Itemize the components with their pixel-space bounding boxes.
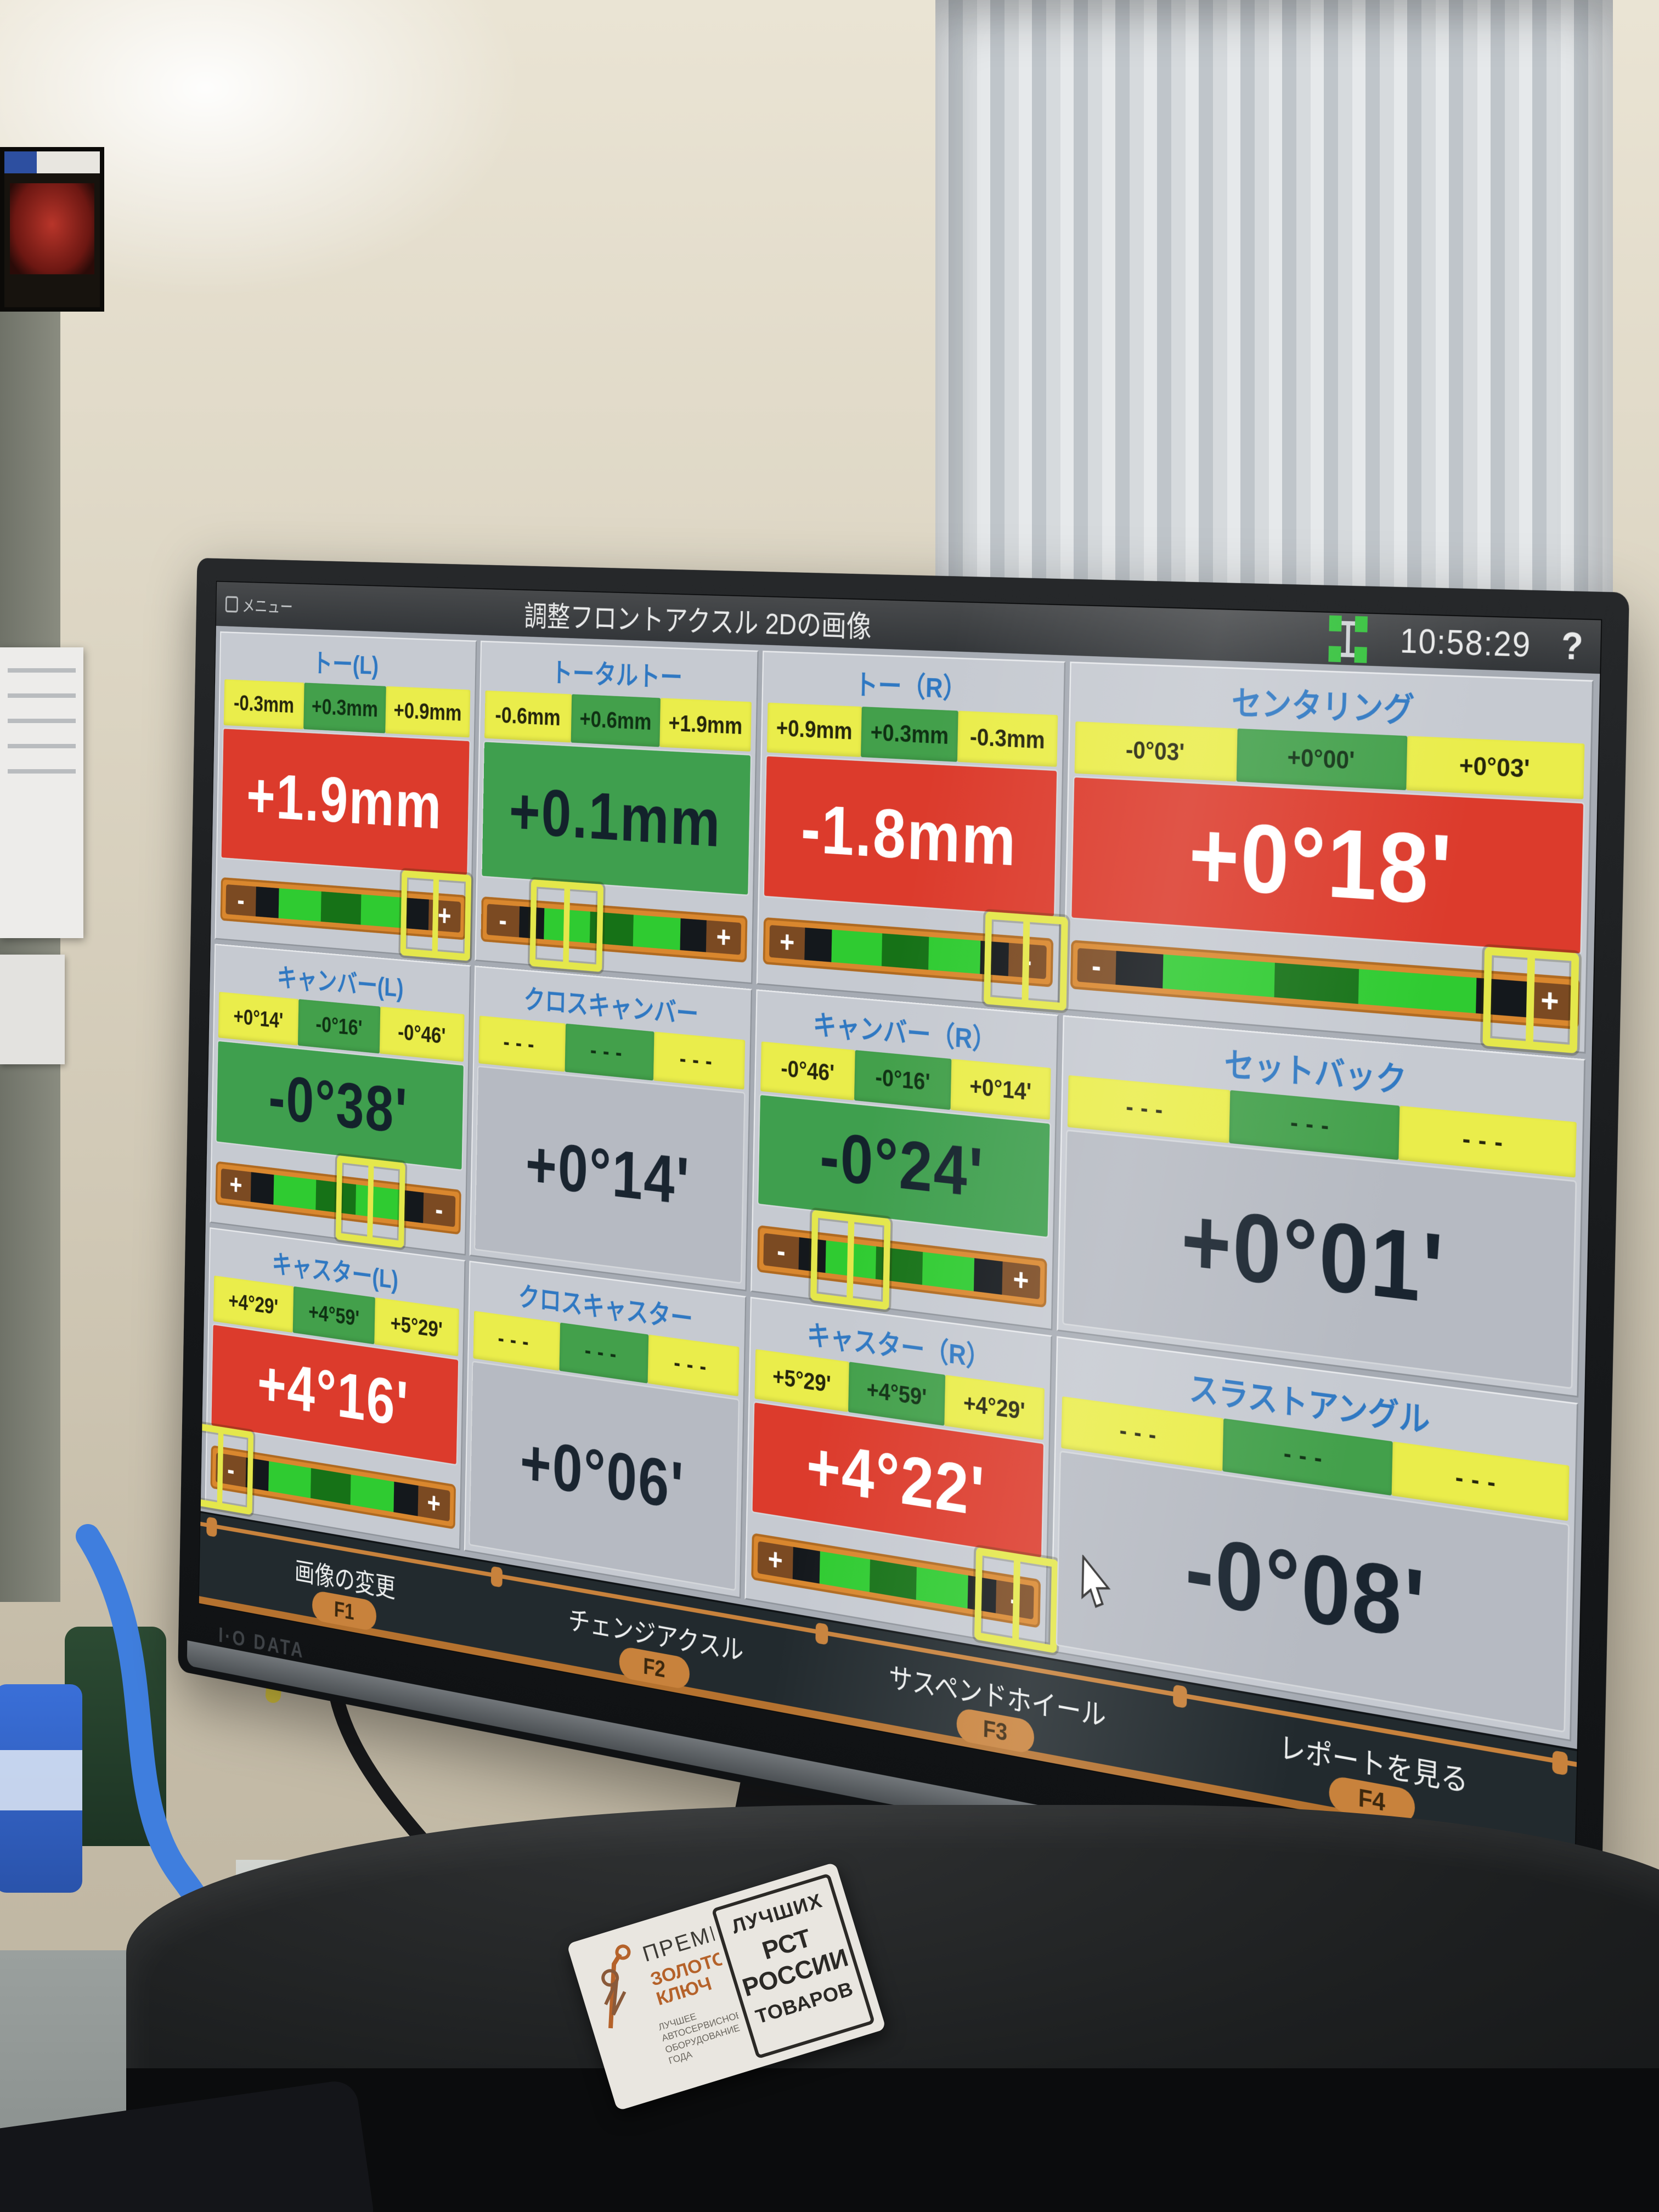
- wheel-rear-left: [1328, 646, 1341, 662]
- spec-min: -0.3mm: [223, 679, 304, 730]
- position-indicator: [198, 1421, 254, 1515]
- wall-document-small: [0, 955, 65, 1064]
- measurement-value: -1.8mm: [763, 754, 1058, 918]
- help-button[interactable]: ?: [1561, 624, 1584, 668]
- page-title: 調整フロントアクスル 2Dの画像: [523, 600, 872, 644]
- spec-min: +0°14': [218, 991, 299, 1046]
- bar-minus-plus-right: -: [422, 1193, 456, 1227]
- cabinet-front: [126, 2068, 1659, 2212]
- menu-button[interactable]: メニュー: [225, 592, 294, 618]
- bar-minus-plus-left: +: [221, 1169, 251, 1202]
- position-indicator: [1482, 946, 1579, 1053]
- spec-min: +0.9mm: [766, 702, 862, 757]
- spec-target: ---: [565, 1023, 654, 1081]
- bar-minus-plus-left: +: [757, 1541, 793, 1579]
- measurement-value: +1.9mm: [220, 727, 471, 876]
- spec-range: -0.3mm +0.3mm +0.9mm: [223, 679, 471, 738]
- panel-caster-right: キャスター（R） +5°29' +4°59' +4°29' +4°22' + -: [744, 1296, 1059, 1654]
- panel-toe-left: トー(L) -0.3mm +0.3mm +0.9mm +1.9mm - +: [215, 631, 477, 961]
- clock: 10:58:29: [1400, 622, 1532, 664]
- poster-image: [10, 183, 94, 274]
- spec-min: -0°46': [760, 1041, 855, 1101]
- panel-camber-right: キャンバー（R） -0°46' -0°16' +0°14' -0°24' - +: [751, 989, 1059, 1331]
- bar-minus-plus-right: +: [1002, 1261, 1041, 1300]
- spec-target: +0.6mm: [571, 694, 661, 747]
- bar-minus-plus-left: +: [769, 924, 805, 960]
- panel-toe-right: トー（R） +0.9mm +0.3mm -0.3mm -1.8mm + -: [756, 650, 1069, 1011]
- panel-total-toe: トータルトー -0.6mm +0.6mm +1.9mm +0.1mm - +: [475, 640, 759, 984]
- bar-minus-plus-left: -: [763, 1233, 799, 1270]
- axle-status-icon: [1324, 613, 1372, 665]
- wall-poster: [0, 147, 104, 312]
- spec-target: -0°16': [854, 1049, 952, 1110]
- spec-max: ---: [653, 1031, 746, 1090]
- bar-minus-plus-left: -: [225, 884, 256, 917]
- spec-max: +0.9mm: [385, 686, 471, 738]
- award-sticker: ПРЕМИЯ ЗОЛОТОЙ КЛЮЧ ЛУЧШЕЕ АВТОСЕРВИСНОЕ…: [566, 1862, 887, 2111]
- bar-minus-plus-right: +: [417, 1485, 450, 1522]
- panel-cross-caster: クロスキャスター --- --- --- +0°06': [464, 1261, 747, 1599]
- spec-target: +0.3mm: [861, 707, 959, 762]
- position-indicator: [810, 1210, 891, 1311]
- spec-max: +0°03': [1406, 736, 1585, 799]
- measurement-value: +0°06': [468, 1361, 740, 1592]
- measurement-value: +0°14': [473, 1065, 746, 1284]
- adjustment-bar: + -: [763, 904, 1069, 1011]
- adjustment-bar: - +: [220, 865, 472, 961]
- spec-max: +1.9mm: [659, 698, 752, 752]
- panel-setback: セットバック --- --- --- +0°01': [1056, 1015, 1586, 1398]
- menu-icon: [225, 596, 239, 613]
- panel-camber-left: キャンバー(L) +0°14' -0°16' -0°46' -0°38' + -: [210, 943, 471, 1256]
- wall-documents: [0, 647, 83, 938]
- position-indicator: [400, 870, 472, 961]
- mouse-cursor-icon: [1080, 1521, 1114, 1579]
- spec-target: +0.3mm: [303, 682, 387, 733]
- spec-max: +0°14': [950, 1058, 1051, 1120]
- measurement-value: +0°18': [1070, 775, 1585, 955]
- position-indicator: [974, 1547, 1059, 1654]
- alignment-screen: メニュー 調整フロントアクスル 2Dの画像 10:: [198, 580, 1602, 1863]
- position-indicator: [335, 1155, 406, 1249]
- position-indicator: [984, 911, 1069, 1011]
- menu-label: メニュー: [242, 596, 294, 617]
- measurement-value: -0°38': [215, 1039, 465, 1172]
- award-art-icon: [601, 1944, 631, 2029]
- blue-bottle: [0, 1684, 82, 1893]
- left-wall-edge: [0, 285, 60, 1602]
- spec-max: -0.3mm: [957, 710, 1058, 767]
- adjustment-bar: - +: [481, 879, 748, 975]
- measurement-value: +0.1mm: [481, 740, 752, 896]
- spec-target: +0°00': [1236, 728, 1407, 791]
- corrugated-column: [935, 0, 1613, 642]
- spec-min: ---: [478, 1015, 566, 1072]
- spec-target: -0°16': [298, 998, 381, 1054]
- panel-cross-camber: クロスキャンバー --- --- --- +0°14': [469, 965, 753, 1292]
- wheel-front-left: [1329, 615, 1342, 632]
- bar-minus-plus-right: +: [706, 920, 742, 955]
- position-indicator: [529, 879, 604, 972]
- spec-max: -0°46': [380, 1006, 465, 1062]
- wheel-front-right: [1355, 616, 1368, 633]
- panel-caster-left: キャスター(L) +4°29' +4°59' +5°29' +4°16' - +: [198, 1227, 466, 1550]
- bar-minus-plus-left: -: [486, 904, 520, 938]
- bar-minus-plus-left: -: [1076, 947, 1116, 985]
- spec-min: -0.6mm: [484, 690, 572, 743]
- spec-min: -0°03': [1074, 721, 1238, 782]
- measurement-value: -0°24': [757, 1093, 1051, 1239]
- panel-centering: センタリング -0°03' +0°00' +0°03' +0°18' - +: [1063, 661, 1594, 1054]
- wheel-rear-right: [1354, 646, 1367, 663]
